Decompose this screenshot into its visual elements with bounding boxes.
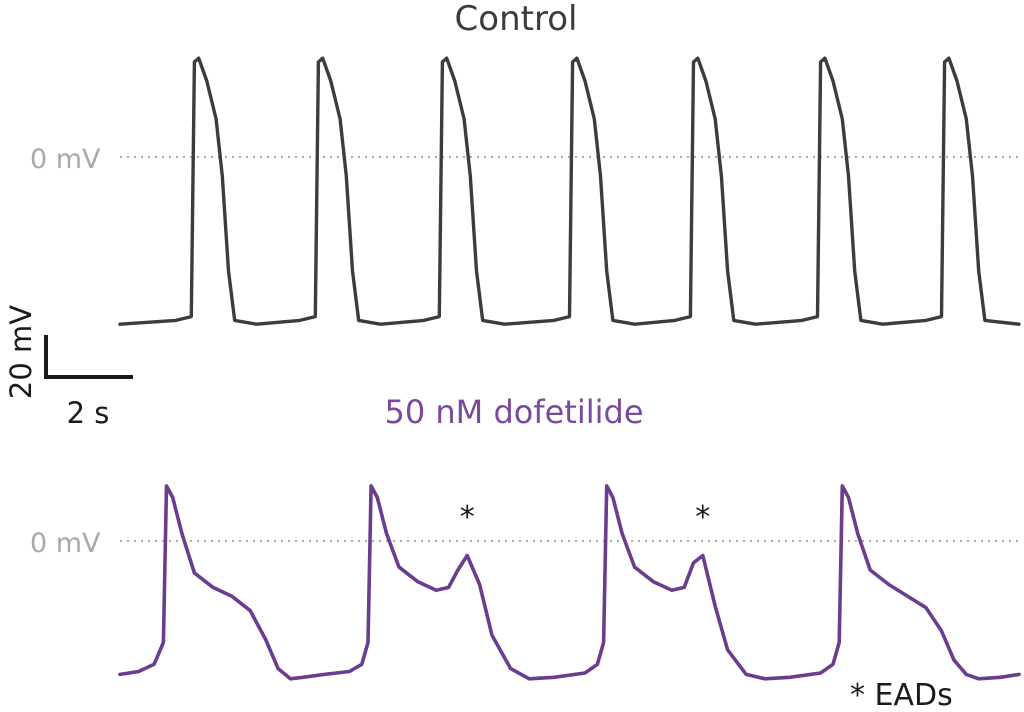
ead-markers: * * [460, 500, 711, 535]
control-zero-label: 0 mV [30, 144, 101, 175]
dofetilide-zero-label: 0 mV [30, 528, 101, 559]
control-trace [118, 56, 1021, 326]
scale-bar-horizontal-label: 2 s [67, 396, 110, 430]
ead-marker: * [460, 500, 475, 535]
ead-marker: * [695, 500, 710, 535]
scale-bar: 20 mV 2 s [4, 305, 133, 430]
dofetilide-panel: 50 nM dofetilide 0 mV * * * EADs [30, 393, 1022, 712]
control-panel: Control 0 mV [30, 0, 1022, 326]
ead-legend: * EADs [850, 678, 953, 712]
dofetilide-trace [118, 484, 1021, 681]
control-title: Control [455, 0, 578, 39]
dofetilide-title: 50 nM dofetilide [384, 393, 643, 431]
scale-bar-vertical-label: 20 mV [4, 305, 38, 399]
